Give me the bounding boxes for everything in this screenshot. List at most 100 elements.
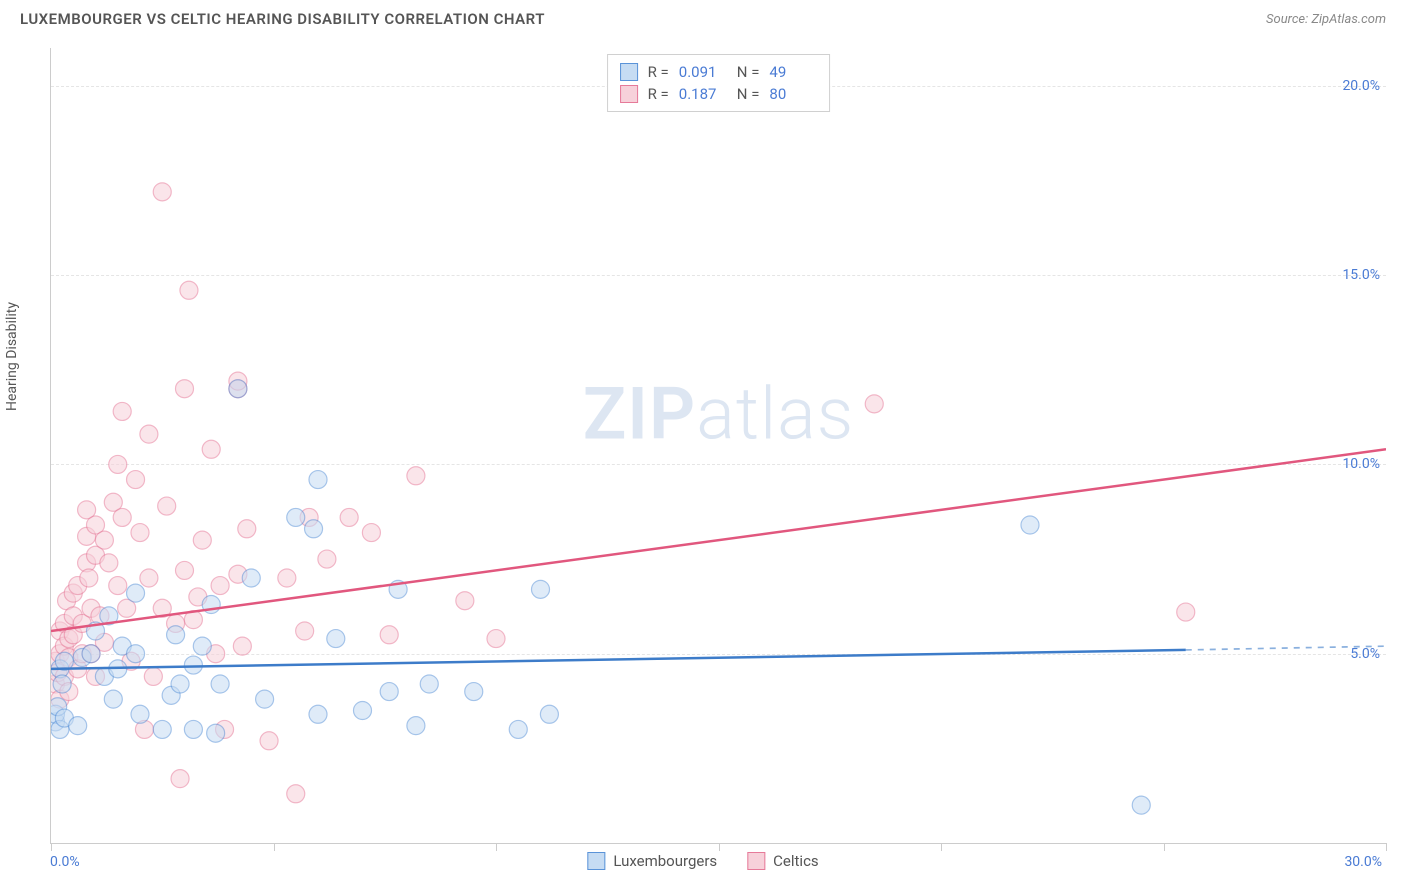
scatter-svg [51,48,1386,843]
legend-item-celtics: Celtics [747,852,819,870]
scatter-point [340,508,358,526]
correlation-legend-row: R = 0.091 N = 49 [620,61,818,83]
scatter-point [202,440,220,458]
scatter-point [127,584,145,602]
scatter-point [211,577,229,595]
scatter-point [229,380,247,398]
swatch-celtics [747,852,765,870]
x-tick [51,843,52,851]
scatter-point [140,569,158,587]
scatter-point [354,702,372,720]
scatter-point [82,645,100,663]
scatter-point [127,471,145,489]
scatter-point [153,183,171,201]
scatter-point [109,455,127,473]
scatter-point [380,626,398,644]
scatter-point [407,717,425,735]
scatter-point [362,524,380,542]
scatter-point [233,637,251,655]
y-axis-label: Hearing Disability [4,302,20,411]
swatch-luxembourgers [620,63,638,81]
scatter-point [176,561,194,579]
scatter-point [193,531,211,549]
scatter-point [256,690,274,708]
correlation-legend-row: R = 0.187 N = 80 [620,83,818,105]
x-tick [496,843,497,851]
swatch-luxembourgers [587,852,605,870]
scatter-point [176,380,194,398]
scatter-point [465,683,483,701]
scatter-point [238,520,256,538]
swatch-celtics [620,85,638,103]
scatter-point [109,577,127,595]
scatter-point [171,770,189,788]
r-value-luxembourgers: 0.091 [679,63,727,81]
scatter-point [865,395,883,413]
scatter-point [184,656,202,674]
x-tick [941,843,942,851]
scatter-point [184,720,202,738]
scatter-point [69,717,87,735]
scatter-point [509,720,527,738]
scatter-point [100,554,118,572]
source-attribution: Source: ZipAtlas.com [1266,12,1386,27]
scatter-point [487,630,505,648]
scatter-point [193,637,211,655]
scatter-point [456,592,474,610]
scatter-point [327,630,345,648]
scatter-point [153,720,171,738]
scatter-point [127,645,145,663]
scatter-point [1132,796,1150,814]
chart-header: LUXEMBOURGER VS CELTIC HEARING DISABILIT… [0,0,1406,36]
scatter-point [180,281,198,299]
scatter-point [171,675,189,693]
scatter-point [540,705,558,723]
scatter-point [420,675,438,693]
n-value-luxembourgers: 49 [769,63,817,81]
correlation-legend: R = 0.091 N = 49 R = 0.187 N = 80 [607,54,831,112]
scatter-point [309,471,327,489]
scatter-point [1177,603,1195,621]
scatter-point [305,520,323,538]
scatter-point [53,675,71,693]
x-tick [719,843,720,851]
x-tick-label: 30.0% [1344,854,1382,870]
scatter-point [318,550,336,568]
scatter-point [309,705,327,723]
scatter-point [158,497,176,515]
series-legend: Luxembourgers Celtics [587,852,818,870]
trend-line-extrapolated [1186,646,1386,650]
scatter-point [380,683,398,701]
scatter-point [113,508,131,526]
scatter-point [144,667,162,685]
scatter-point [104,690,122,708]
scatter-point [167,626,185,644]
r-value-celtics: 0.187 [679,85,727,103]
scatter-point [407,467,425,485]
x-tick [1386,843,1387,851]
scatter-point [296,622,314,640]
scatter-point [260,732,278,750]
plot-area: ZIPatlas R = 0.091 N = 49 R = 0.187 N = … [50,48,1386,844]
scatter-point [287,785,305,803]
scatter-point [242,569,260,587]
scatter-point [80,569,98,587]
x-tick-label: 0.0% [50,854,80,870]
scatter-point [532,580,550,598]
legend-item-luxembourgers: Luxembourgers [587,852,717,870]
scatter-point [131,705,149,723]
scatter-point [131,524,149,542]
scatter-point [1021,516,1039,534]
scatter-point [95,531,113,549]
x-tick [1164,843,1165,851]
chart-title: LUXEMBOURGER VS CELTIC HEARING DISABILIT… [20,10,545,28]
scatter-point [211,675,229,693]
x-tick [274,843,275,851]
scatter-point [140,425,158,443]
scatter-point [113,402,131,420]
chart-container: Hearing Disability ZIPatlas R = 0.091 N … [20,48,1386,878]
scatter-point [207,724,225,742]
n-value-celtics: 80 [769,85,817,103]
scatter-point [287,508,305,526]
scatter-point [278,569,296,587]
